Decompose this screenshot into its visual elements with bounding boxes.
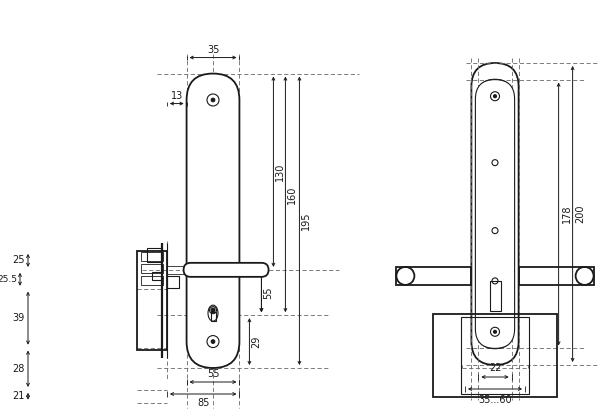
- Bar: [461, 317, 529, 394]
- Text: 25: 25: [12, 255, 25, 265]
- Circle shape: [494, 330, 497, 333]
- Text: 39: 39: [13, 313, 25, 323]
- Circle shape: [211, 98, 215, 102]
- Text: 13: 13: [171, 91, 183, 100]
- Text: 25.5: 25.5: [0, 275, 17, 284]
- Text: 130: 130: [276, 163, 286, 181]
- Circle shape: [211, 308, 215, 312]
- Text: 160: 160: [287, 185, 297, 204]
- Text: 35...60: 35...60: [478, 395, 512, 405]
- Text: 28: 28: [13, 364, 25, 374]
- Text: 85: 85: [197, 398, 209, 408]
- Bar: [489, 281, 500, 311]
- FancyBboxPatch shape: [472, 63, 519, 365]
- Text: 22: 22: [489, 363, 501, 373]
- Bar: [141, 276, 163, 285]
- FancyBboxPatch shape: [187, 74, 239, 368]
- Bar: [141, 252, 163, 261]
- Circle shape: [494, 95, 497, 98]
- Bar: [152, 272, 162, 280]
- Bar: [397, 267, 472, 285]
- Circle shape: [209, 307, 217, 314]
- Bar: [141, 264, 163, 273]
- Text: 35: 35: [207, 45, 219, 55]
- FancyBboxPatch shape: [478, 80, 511, 349]
- Text: 29: 29: [251, 336, 262, 348]
- Bar: [519, 267, 594, 285]
- Bar: [137, 251, 167, 350]
- Text: 55: 55: [263, 286, 273, 299]
- Bar: [147, 248, 162, 262]
- Bar: [433, 314, 557, 397]
- Circle shape: [211, 340, 215, 344]
- Text: 21: 21: [13, 391, 25, 401]
- Text: 55: 55: [207, 369, 219, 379]
- FancyBboxPatch shape: [475, 80, 515, 349]
- FancyBboxPatch shape: [184, 263, 268, 277]
- Bar: [211, 312, 216, 321]
- Text: 178: 178: [562, 205, 572, 223]
- Text: 195: 195: [301, 212, 311, 230]
- Text: 200: 200: [575, 205, 586, 223]
- Bar: [167, 276, 179, 288]
